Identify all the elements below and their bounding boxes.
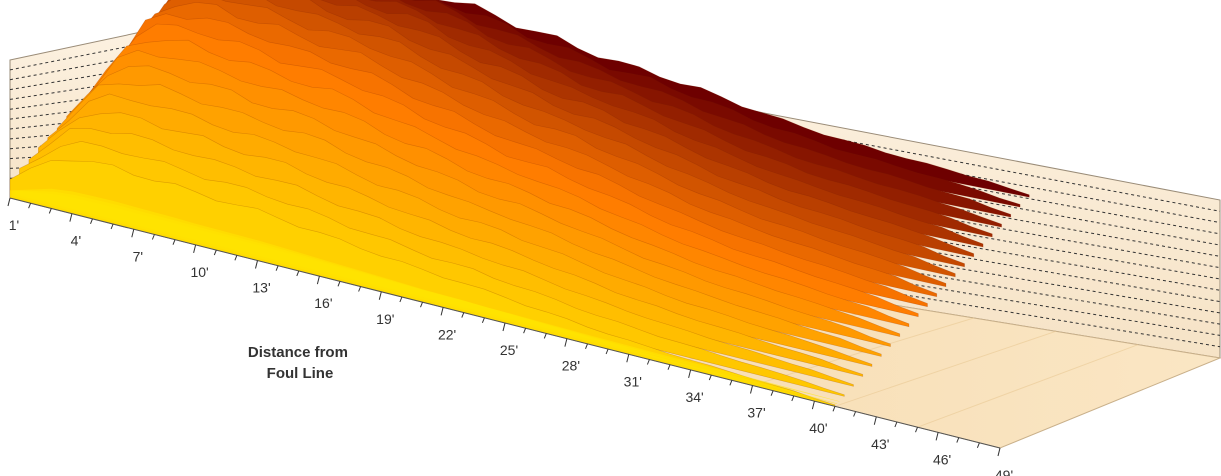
x-axis-tick <box>378 291 382 300</box>
x-axis-tick <box>358 286 362 292</box>
x-axis-tick <box>399 296 403 303</box>
x-tick-label: 40' <box>809 420 827 436</box>
x-tick-label: 46' <box>933 451 951 467</box>
data-surface <box>9 0 1030 407</box>
x-axis-tick <box>894 421 898 428</box>
x-axis-tick <box>688 369 692 379</box>
x-tick-label: 43' <box>871 436 889 452</box>
x-axis-tick <box>585 343 588 349</box>
x-axis-title: Distance from Foul Line <box>248 344 352 382</box>
x-axis-tick <box>667 364 671 370</box>
x-axis-tick <box>811 400 815 410</box>
x-axis-tick <box>853 411 857 417</box>
x-tick-label: 7' <box>133 248 143 264</box>
x-axis-tick <box>7 197 11 207</box>
x-axis-tick <box>316 275 320 285</box>
x-tick-label: 16' <box>314 295 332 311</box>
x-axis-tick <box>193 244 197 254</box>
x-tick-label: 37' <box>747 405 765 421</box>
x-axis-tick <box>646 359 650 365</box>
x-axis-tick <box>255 260 258 269</box>
x-axis-tick <box>213 249 217 256</box>
surface-front-band <box>14 190 840 402</box>
x-tick-label: 22' <box>438 326 456 342</box>
x-axis-tick <box>234 255 238 261</box>
x-axis-tick <box>502 322 506 332</box>
x-tick-label: 28' <box>562 358 580 374</box>
x-axis-tick <box>543 333 547 339</box>
x-axis-title-line-1: Distance from <box>248 344 348 361</box>
x-tick-label: 10' <box>190 264 208 280</box>
x-axis-tick <box>729 380 733 386</box>
x-axis-tick <box>564 338 568 347</box>
x-tick-label: 31' <box>624 373 642 389</box>
back-wall-gridline <box>234 24 1221 212</box>
x-axis-tick <box>626 354 630 363</box>
x-axis-tick <box>69 213 73 222</box>
x-axis-tick <box>110 223 114 230</box>
x-axis-tick <box>337 281 341 287</box>
x-axis-tick-labels: 1' 4' 7' 10' 13' 16' 19' 22' 25' 28' 31' 34' 37' 40' 4… <box>9 217 1013 476</box>
x-axis-tick <box>131 229 135 238</box>
x-axis-tick <box>440 307 444 316</box>
x-axis-tick <box>151 234 155 240</box>
x-axis-tick <box>873 416 877 425</box>
x-axis-tick <box>956 437 960 443</box>
x-axis-tick <box>275 265 279 271</box>
x-axis-tick <box>832 406 836 412</box>
floor-stripe <box>917 344 1139 428</box>
left-wall-gridline <box>9 24 236 71</box>
x-axis-tick <box>976 442 980 448</box>
x-tick-label: 1' <box>9 217 19 233</box>
x-tick-label: 13' <box>252 280 270 296</box>
x-axis-tick <box>28 203 32 209</box>
x-axis-tick <box>708 374 712 381</box>
x-tick-label: 25' <box>500 342 518 358</box>
x-axis-tick <box>997 447 1001 457</box>
x-axis-tick <box>935 432 939 441</box>
x-axis-tick <box>481 317 485 323</box>
x-tick-label: 4' <box>71 233 81 249</box>
x-axis-tick <box>523 328 527 334</box>
x-axis-tick <box>90 218 93 224</box>
x-axis-tick <box>770 390 774 396</box>
x-tick-label: 19' <box>376 311 394 327</box>
x-tick-label: 34' <box>685 389 703 405</box>
x-axis-tick <box>172 239 176 245</box>
x-axis-ticks <box>7 197 1001 457</box>
x-axis-tick <box>915 427 918 433</box>
x-axis-tick <box>420 302 423 308</box>
x-axis-tick <box>296 270 300 277</box>
x-axis-title-line-2: Foul Line <box>267 365 334 382</box>
left-wall-gridline <box>9 77 236 110</box>
x-axis-tick <box>461 312 465 318</box>
x-axis-tick <box>605 348 609 355</box>
x-axis-tick <box>750 385 753 394</box>
x-axis-tick <box>48 208 52 214</box>
x-tick-label: 49' <box>995 467 1013 476</box>
left-wall-gridline <box>9 64 236 100</box>
x-axis-tick <box>791 395 795 402</box>
back-wall-gridline <box>234 38 1221 224</box>
floor-stripe <box>834 330 1056 407</box>
